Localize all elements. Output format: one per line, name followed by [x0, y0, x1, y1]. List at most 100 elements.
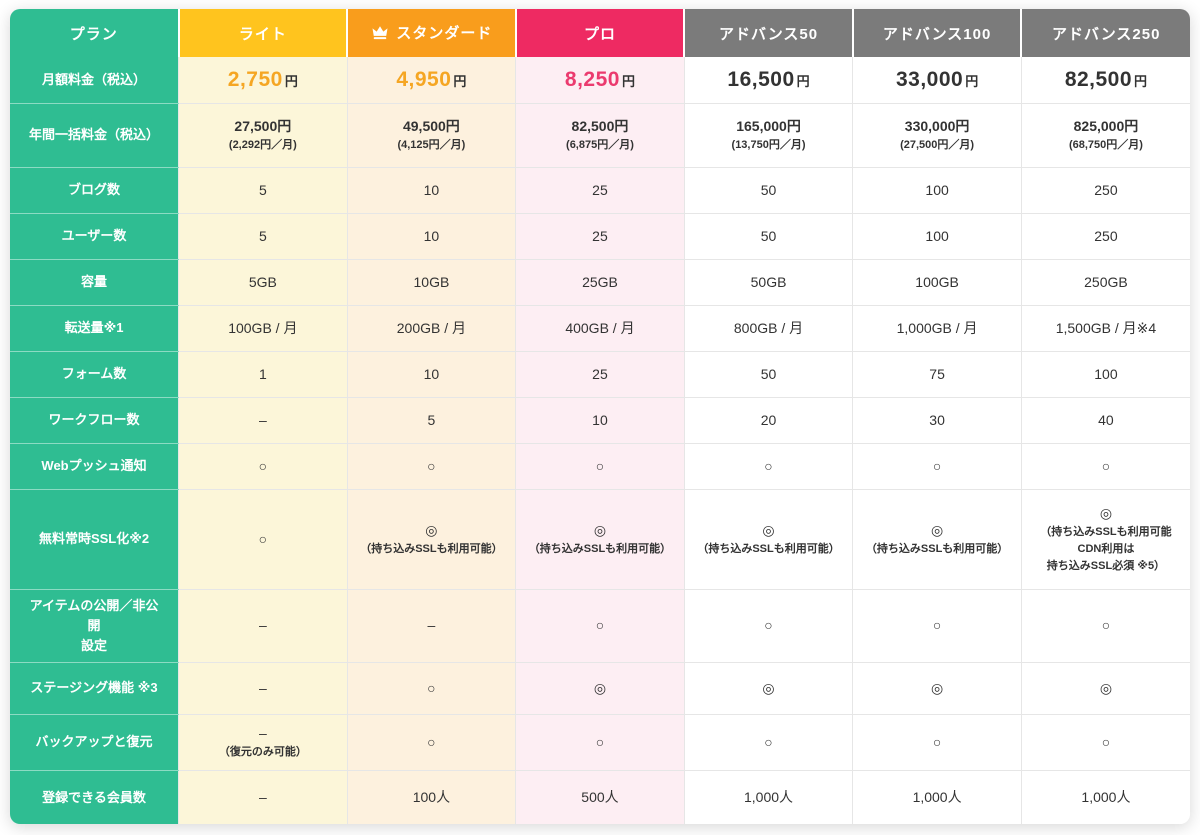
cell-web-push-advance250: ○	[1020, 443, 1190, 490]
row-label-free-ssl: 無料常時SSL化※2	[10, 489, 179, 590]
cell-form-count-light: 1	[178, 351, 348, 398]
cell-value: 250	[1094, 181, 1118, 198]
row-label-transfer: 転送量※1	[10, 305, 179, 352]
table-row-workflow-count: ワークフロー数 – 5 10 20 30 40	[10, 397, 1190, 444]
header-row: プラン ライト スタンダード プロ アドバンス50 アドバンス100 アドバンス250	[10, 9, 1190, 57]
cell-value: 1,000人	[744, 789, 794, 806]
cell-value: ○	[764, 617, 773, 634]
column-header-label: アドバンス250	[1051, 25, 1161, 43]
row-label-member-count: 登録できる会員数	[10, 770, 179, 825]
cell-value: ◎	[1099, 679, 1113, 696]
column-header-advance250: アドバンス250	[1020, 9, 1190, 57]
column-header-label: ライト	[238, 25, 287, 43]
cell-value: 20	[760, 411, 777, 428]
table-row-member-count: 登録できる会員数 – 100人 500人 1,000人 1,000人 1,000人	[10, 770, 1190, 825]
cell-annual-fee-pro: 82,500円 (6,875円／月)	[515, 103, 685, 168]
table-row-storage: 容量 5GB 10GB 25GB 50GB 100GB 250GB	[10, 259, 1190, 306]
cell-value: ○	[932, 457, 942, 474]
row-label-item-visibility: アイテムの公開／非公開 設定	[10, 589, 179, 663]
cell-value: –	[258, 725, 267, 742]
table-header: プラン ライト スタンダード プロ アドバンス50 アドバンス100 アドバンス250	[10, 9, 1190, 57]
pricing-table: プラン ライト スタンダード プロ アドバンス50 アドバンス100 アドバンス250 月…	[10, 9, 1190, 825]
table-row-web-push: Webプッシュ通知 ○ ○ ○ ○ ○ ○	[10, 443, 1190, 490]
column-header-pro: プロ	[514, 9, 685, 57]
cell-staging-advance100: ◎	[852, 662, 1022, 715]
row-label-backup-restore: バックアップと復元	[10, 714, 179, 771]
cell-blog-count-pro: 25	[515, 167, 685, 214]
cell-blog-count-light: 5	[178, 167, 348, 214]
cell-value: ◎	[762, 521, 775, 538]
cell-transfer-light: 100GB / 月	[178, 305, 348, 352]
cell-value: ○	[1101, 733, 1111, 750]
cell-form-count-advance50: 50	[683, 351, 853, 398]
row-label-user-count: ユーザー数	[10, 213, 179, 260]
cell-value: 49,500円	[402, 117, 460, 134]
cell-value: ◎	[930, 521, 944, 538]
cell-monthly-fee-light: 2,750 円	[178, 57, 348, 104]
table-body: 月額料金（税込） 2,750 円 4,950 円 8,250 円 16,500 円 33,000 円…	[10, 57, 1190, 825]
cell-value: 250	[1094, 227, 1118, 244]
cell-backup-restore-light: – （復元のみ可能）	[178, 714, 348, 771]
cell-note: （持ち込みSSLも利用可能）	[865, 542, 1009, 555]
cell-staging-advance50: ◎	[683, 662, 853, 715]
cell-value: ○	[258, 457, 268, 474]
cell-value: ◎	[930, 679, 944, 696]
cell-member-count-advance100: 1,000人	[852, 770, 1022, 825]
cell-value: 5	[427, 411, 436, 428]
cell-storage-light: 5GB	[178, 259, 348, 306]
cell-free-ssl-standard: ◎ （持ち込みSSLも利用可能）	[346, 489, 516, 590]
cell-value: 27,500円	[234, 117, 292, 134]
cell-web-push-light: ○	[178, 443, 348, 490]
cell-note: (27,500円／月)	[900, 138, 975, 151]
row-label-blog-count: ブログ数	[10, 167, 179, 214]
cell-storage-advance250: 250GB	[1020, 259, 1190, 306]
cell-member-count-standard: 100人	[346, 770, 516, 825]
price-value: 33,000	[895, 67, 964, 91]
table-row-free-ssl: 無料常時SSL化※2 ○ ◎ （持ち込みSSLも利用可能） ◎ （持ち込みSSLも利用可能…	[10, 489, 1190, 590]
cell-value: ○	[764, 457, 773, 474]
cell-member-count-advance50: 1,000人	[683, 770, 853, 825]
cell-transfer-pro: 400GB / 月	[515, 305, 685, 352]
column-header-advance100: アドバンス100	[851, 9, 1022, 57]
price-value: 16,500	[727, 67, 795, 91]
cell-value: –	[258, 411, 267, 428]
price-unit: 円	[453, 73, 467, 89]
cell-value: 100	[1094, 365, 1118, 382]
row-label-staging: ステージング機能 ※3	[10, 662, 179, 715]
cell-staging-advance250: ◎	[1020, 662, 1190, 715]
cell-monthly-fee-pro: 8,250 円	[515, 57, 685, 104]
cell-form-count-advance100: 75	[852, 351, 1022, 398]
price-unit: 円	[965, 73, 979, 89]
cell-value: ○	[427, 457, 436, 474]
cell-note: （持ち込みSSLも利用可能）	[697, 542, 840, 555]
cell-form-count-pro: 25	[515, 351, 685, 398]
cell-annual-fee-standard: 49,500円 (4,125円／月)	[346, 103, 516, 168]
cell-note: (2,292円／月)	[228, 138, 297, 151]
cell-value: 330,000円	[904, 117, 970, 134]
cell-annual-fee-advance100: 330,000円 (27,500円／月)	[852, 103, 1022, 168]
cell-web-push-advance100: ○	[852, 443, 1022, 490]
price-unit: 円	[284, 73, 298, 89]
cell-staging-light: –	[178, 662, 348, 715]
cell-note: （復元のみ可能）	[218, 746, 307, 759]
cell-transfer-advance50: 800GB / 月	[683, 305, 853, 352]
cell-free-ssl-pro: ◎ （持ち込みSSLも利用可能）	[515, 489, 685, 590]
cell-item-visibility-advance100: ○	[852, 589, 1022, 663]
cell-value: 5	[258, 227, 267, 244]
cell-workflow-count-advance100: 30	[852, 397, 1022, 444]
column-header-standard: スタンダード	[346, 9, 516, 57]
cell-note: （持ち込みSSLも利用可能	[1040, 525, 1172, 538]
cell-storage-advance100: 100GB	[852, 259, 1022, 306]
cell-backup-restore-advance50: ○	[683, 714, 853, 771]
cell-member-count-light: –	[178, 770, 348, 825]
cell-free-ssl-advance100: ◎ （持ち込みSSLも利用可能）	[852, 489, 1022, 590]
cell-user-count-advance250: 250	[1020, 213, 1190, 260]
cell-storage-pro: 25GB	[515, 259, 685, 306]
cell-value: 1,000人	[912, 789, 962, 806]
row-label-form-count: フォーム数	[10, 351, 179, 398]
cell-value: 10	[423, 227, 440, 244]
cell-transfer-advance100: 1,000GB / 月	[852, 305, 1022, 352]
cell-item-visibility-advance250: ○	[1020, 589, 1190, 663]
cell-value: ◎	[425, 521, 438, 538]
